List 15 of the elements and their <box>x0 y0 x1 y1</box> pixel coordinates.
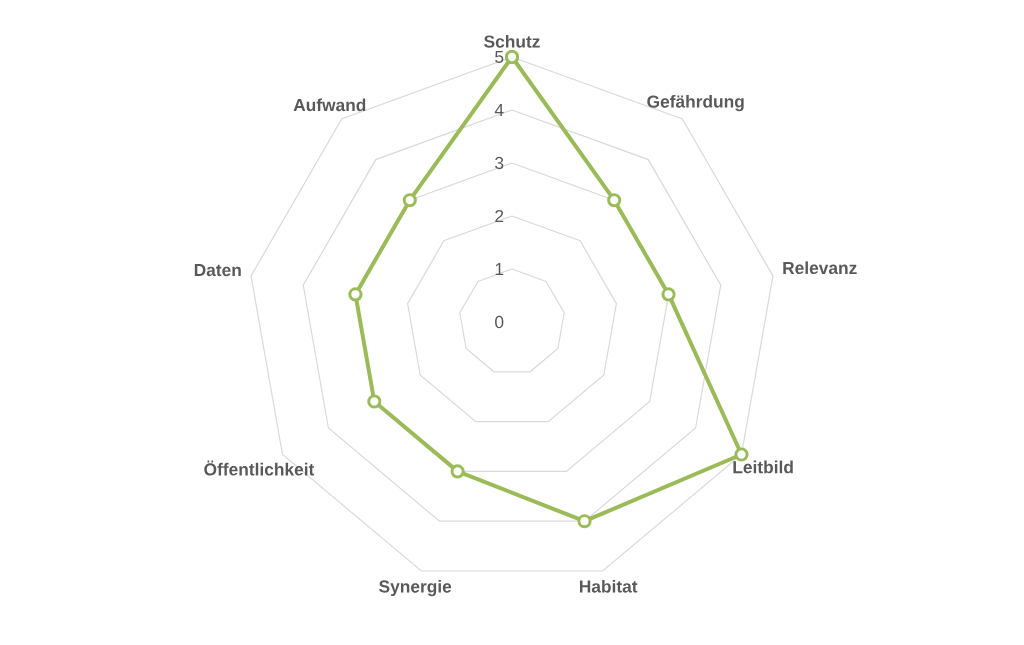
spoke-label: Leitbild <box>733 460 793 474</box>
spoke-label: Habitat <box>579 579 638 593</box>
y-tick-label: 3 <box>495 156 504 170</box>
spoke-label: Relevanz <box>783 261 857 275</box>
y-tick-label: 5 <box>495 50 504 64</box>
spoke-label: Öffentlichkeit <box>204 460 315 476</box>
spoke-label: Aufwand <box>293 98 366 112</box>
y-tick-label: 4 <box>494 104 504 116</box>
y-tick-label: 0 <box>495 315 504 329</box>
spoke-label: Synergie <box>379 579 452 597</box>
y-tick-label: 1 <box>495 263 504 275</box>
y-tick-label: 2 <box>495 209 504 223</box>
spoke-label: Schutz <box>484 34 540 48</box>
spoke-label: Gefährdung <box>647 94 744 112</box>
spoke-label: Daten <box>194 264 241 277</box>
